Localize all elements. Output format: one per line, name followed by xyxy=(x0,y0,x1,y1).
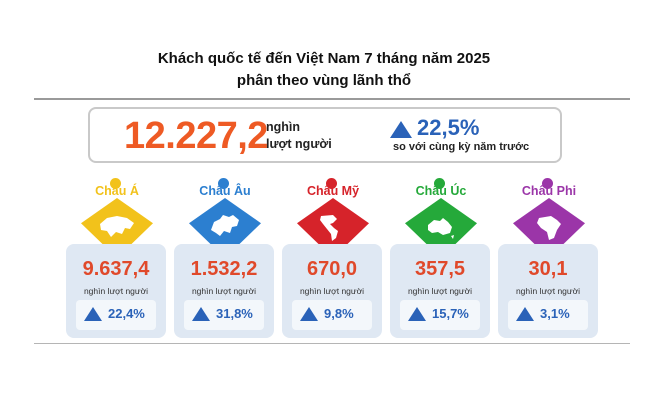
region-value: 1.532,2 xyxy=(190,258,258,280)
region-color-dot xyxy=(110,178,121,189)
region-growth-box: 31,8% xyxy=(184,300,264,330)
increase-arrow-icon xyxy=(84,307,102,321)
region-unit: nghìn lượt người xyxy=(83,286,149,296)
region-stats-card: 1.532,2 nghìn lượt người 31,8% xyxy=(174,244,274,338)
total-growth-value: 22,5% xyxy=(417,115,480,140)
region-value: 670,0 xyxy=(306,258,358,280)
region-name: Châu Á xyxy=(95,184,139,198)
region-value: 357,5 xyxy=(414,258,466,280)
unit-line-2: lượt người xyxy=(266,137,332,151)
compare-label: so với cùng kỳ năm trước xyxy=(393,141,530,153)
region-growth: 9,8% xyxy=(324,306,354,321)
region-unit: nghìn lượt người xyxy=(407,286,473,296)
total-visitors-unit: nghìn lượt người xyxy=(266,119,366,153)
region-color-dot xyxy=(218,178,229,189)
region-growth: 31,8% xyxy=(216,306,253,321)
region-stats-card: 30,1 nghìn lượt người 3,1% xyxy=(498,244,598,338)
bottom-divider xyxy=(34,343,630,344)
region-card-americas: Châu Mỹ 670,0 nghìn lượt người 9,8% xyxy=(282,178,384,338)
region-unit: nghìn lượt người xyxy=(299,286,365,296)
region-card-europe: Châu Âu 1.532,2 nghìn lượt người 31,8% xyxy=(174,178,276,338)
title-line-2: phân theo vùng lãnh thổ xyxy=(236,72,412,89)
top-divider xyxy=(34,98,630,100)
increase-arrow-icon xyxy=(390,121,412,138)
region-stats-card: 9.637,4 nghìn lượt người 22,4% xyxy=(66,244,166,338)
region-color-dot xyxy=(326,178,337,189)
region-growth: 22,4% xyxy=(108,306,145,321)
region-color-dot xyxy=(434,178,445,189)
region-card-oceania: Châu Úc 357,5 nghìn lượt người 15,7% xyxy=(390,178,492,338)
unit-line-1: nghìn xyxy=(266,120,301,134)
region-value: 30,1 xyxy=(528,258,568,280)
increase-arrow-icon xyxy=(516,307,534,321)
summary-box: 12.227,2 nghìn lượt người 22,5% so với c… xyxy=(88,107,562,163)
region-card-asia: Châu Á 9.637,4 nghìn lượt người 22,4% xyxy=(66,178,168,338)
region-stats-card: 670,0 nghìn lượt người 9,8% xyxy=(282,244,382,338)
region-stats-card: 357,5 nghìn lượt người 15,7% xyxy=(390,244,490,338)
increase-arrow-icon xyxy=(192,307,210,321)
total-visitors-value: 12.227,2 xyxy=(124,115,268,157)
region-growth-box: 9,8% xyxy=(292,300,372,330)
page-title: Khách quốc tế đến Việt Nam 7 tháng năm 2… xyxy=(0,48,648,92)
region-card-africa: Châu Phi 30,1 nghìn lượt người 3,1% xyxy=(498,178,600,338)
region-name: Châu Âu xyxy=(199,184,251,198)
region-unit: nghìn lượt người xyxy=(191,286,257,296)
region-growth: 15,7% xyxy=(432,306,469,321)
increase-arrow-icon xyxy=(408,307,426,321)
region-growth: 3,1% xyxy=(540,306,570,321)
region-growth-box: 22,4% xyxy=(76,300,156,330)
region-unit: nghìn lượt người xyxy=(515,286,581,296)
region-name: Châu Phi xyxy=(521,184,577,198)
region-growth-box: 15,7% xyxy=(400,300,480,330)
title-line-1: Khách quốc tế đến Việt Nam 7 tháng năm 2… xyxy=(157,50,491,67)
region-name: Châu Úc xyxy=(415,184,467,198)
increase-arrow-icon xyxy=(300,307,318,321)
region-growth-box: 3,1% xyxy=(508,300,588,330)
region-name: Châu Mỹ xyxy=(306,184,360,198)
region-color-dot xyxy=(542,178,553,189)
region-value: 9.637,4 xyxy=(82,258,150,280)
